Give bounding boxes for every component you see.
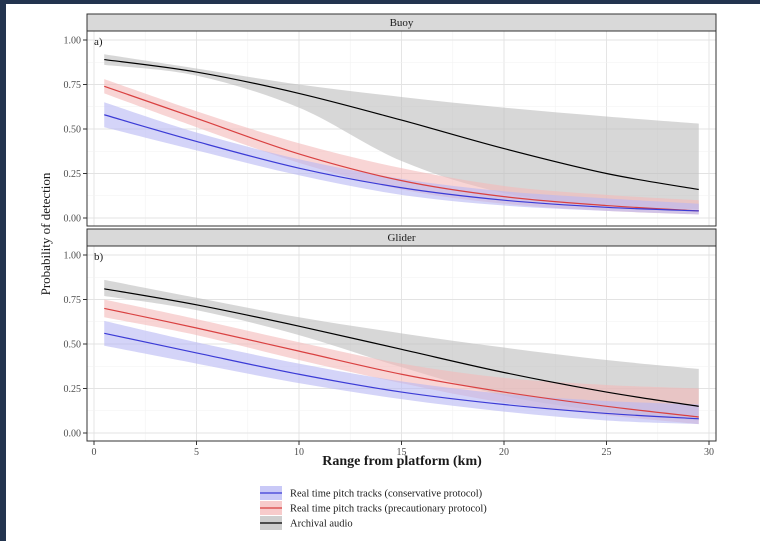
x-tick-label: 0 xyxy=(92,447,97,458)
y-axis-label: Probability of detection xyxy=(38,172,53,295)
confidence-band xyxy=(104,299,699,425)
y-tick-label: 1.00 xyxy=(64,36,82,47)
series-line xyxy=(104,332,699,420)
panel-glider: Glider b) 0.00 0.25 0.50 0.75 1.00 0 5 10 15 20 25 30 xyxy=(64,228,717,458)
y-tick-label: 0.00 xyxy=(64,214,82,225)
confidence-band xyxy=(104,54,699,210)
legend-item: Real time pitch tracks (precautionary pr… xyxy=(260,501,487,515)
panel-tag: a) xyxy=(94,36,103,48)
legend: Real time pitch tracks (conservative pro… xyxy=(260,486,487,530)
series-line xyxy=(104,85,699,212)
y-tick-label: 0.75 xyxy=(64,295,82,306)
x-tick-label: 20 xyxy=(499,447,509,458)
x-tick-label: 10 xyxy=(294,447,304,458)
confidence-band xyxy=(104,102,699,215)
legend-label: Real time pitch tracks (precautionary pr… xyxy=(290,504,487,515)
y-tick-label: 0.00 xyxy=(64,429,82,440)
panel-tag: b) xyxy=(94,251,104,263)
y-tick-label: 0.75 xyxy=(64,80,82,91)
legend-label: Real time pitch tracks (conservative pro… xyxy=(290,489,483,500)
y-tick-label: 0.50 xyxy=(64,340,82,351)
series-line xyxy=(104,307,699,418)
facet-strip-label: Glider xyxy=(387,232,415,244)
legend-label: Archival audio xyxy=(290,519,353,530)
x-tick-label: 30 xyxy=(704,447,714,458)
x-tick-label: 15 xyxy=(397,447,407,458)
y-tick-label: 1.00 xyxy=(64,251,82,262)
legend-item: Archival audio xyxy=(260,516,353,530)
detection-probability-chart: Buoy a) 0.00 0.25 0.50 0.75 1.00 Glider b) 0.00 0.… xyxy=(38,13,717,530)
y-tick-label: 0.25 xyxy=(64,169,82,180)
x-tick-label: 25 xyxy=(602,447,612,458)
x-axis-label: Range from platform (km) xyxy=(322,454,482,469)
y-tick-label: 0.25 xyxy=(64,384,82,395)
panel-buoy: Buoy a) 0.00 0.25 0.50 0.75 1.00 xyxy=(64,13,717,227)
x-tick-label: 5 xyxy=(194,447,199,458)
series-line xyxy=(104,288,699,407)
facet-strip-label: Buoy xyxy=(390,17,414,29)
series-line xyxy=(104,58,699,191)
series-line xyxy=(104,114,699,212)
y-tick-label: 0.50 xyxy=(64,125,82,136)
legend-item: Real time pitch tracks (conservative pro… xyxy=(260,486,483,500)
